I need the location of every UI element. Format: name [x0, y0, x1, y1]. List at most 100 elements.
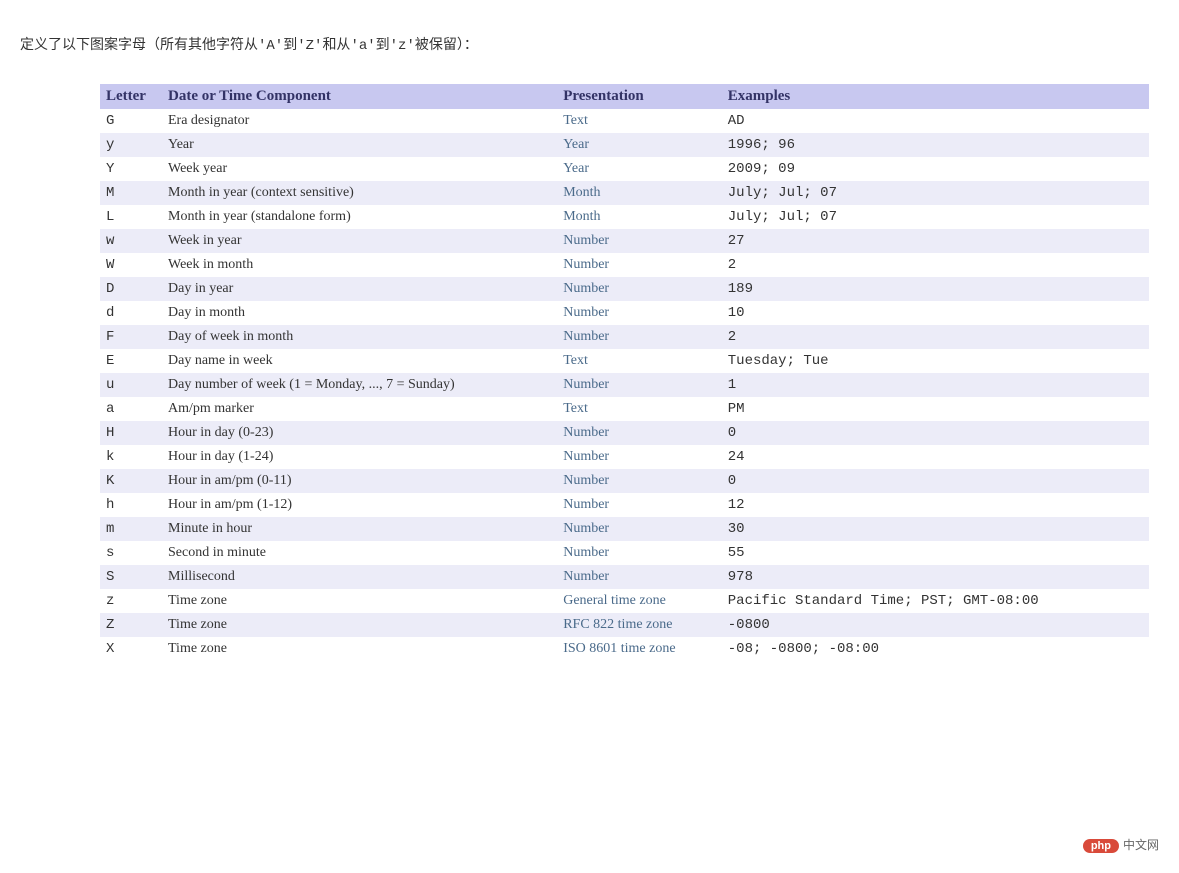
- presentation-link[interactable]: Text: [563, 353, 588, 368]
- cell-presentation: Number: [557, 517, 722, 541]
- cell-component: Day number of week (1 = Monday, ..., 7 =…: [162, 373, 557, 397]
- table-row: hHour in am/pm (1-12)Number12: [100, 493, 1149, 517]
- presentation-link[interactable]: Number: [563, 449, 609, 464]
- cell-component: Month in year (context sensitive): [162, 181, 557, 205]
- cell-presentation: Number: [557, 277, 722, 301]
- header-presentation: Presentation: [557, 84, 722, 109]
- table-row: sSecond in minuteNumber55: [100, 541, 1149, 565]
- table-row: kHour in day (1-24)Number24: [100, 445, 1149, 469]
- header-component: Date or Time Component: [162, 84, 557, 109]
- presentation-link[interactable]: Number: [563, 569, 609, 584]
- cell-component: Millisecond: [162, 565, 557, 589]
- cell-examples: 55: [722, 541, 1149, 565]
- cell-component: Hour in day (0-23): [162, 421, 557, 445]
- cell-letter: u: [100, 373, 162, 397]
- cell-presentation: Year: [557, 157, 722, 181]
- cell-examples: 24: [722, 445, 1149, 469]
- cell-presentation: Month: [557, 205, 722, 229]
- presentation-link[interactable]: Year: [563, 137, 589, 152]
- cell-examples: 0: [722, 469, 1149, 493]
- cell-presentation: Text: [557, 397, 722, 421]
- cell-presentation: Number: [557, 373, 722, 397]
- cell-letter: m: [100, 517, 162, 541]
- intro-mid3: 到: [376, 36, 390, 52]
- presentation-link[interactable]: Number: [563, 545, 609, 560]
- cell-letter: a: [100, 397, 162, 421]
- table-row: DDay in yearNumber189: [100, 277, 1149, 301]
- cell-examples: 12: [722, 493, 1149, 517]
- presentation-link[interactable]: Year: [563, 161, 589, 176]
- cell-component: Month in year (standalone form): [162, 205, 557, 229]
- presentation-link[interactable]: Month: [563, 185, 600, 200]
- cell-presentation: Number: [557, 565, 722, 589]
- cell-presentation: General time zone: [557, 589, 722, 613]
- cell-presentation: Number: [557, 301, 722, 325]
- cell-letter: h: [100, 493, 162, 517]
- intro-code-a1: 'A': [258, 38, 283, 54]
- cell-examples: 189: [722, 277, 1149, 301]
- cell-letter: E: [100, 349, 162, 373]
- presentation-link[interactable]: ISO 8601 time zone: [563, 641, 675, 656]
- presentation-link[interactable]: General time zone: [563, 593, 666, 608]
- table-row: aAm/pm markerTextPM: [100, 397, 1149, 421]
- cell-component: Day in year: [162, 277, 557, 301]
- presentation-link[interactable]: Number: [563, 473, 609, 488]
- cell-letter: M: [100, 181, 162, 205]
- presentation-link[interactable]: Text: [563, 401, 588, 416]
- table-row: XTime zoneISO 8601 time zone-08; -0800; …: [100, 637, 1149, 661]
- presentation-link[interactable]: Number: [563, 281, 609, 296]
- cell-examples: 0: [722, 421, 1149, 445]
- intro-mid2: 和从: [322, 36, 350, 52]
- cell-component: Year: [162, 133, 557, 157]
- presentation-link[interactable]: Text: [563, 113, 588, 128]
- table-row: zTime zoneGeneral time zonePacific Stand…: [100, 589, 1149, 613]
- cell-letter: y: [100, 133, 162, 157]
- header-examples: Examples: [722, 84, 1149, 109]
- presentation-link[interactable]: Number: [563, 521, 609, 536]
- intro-text: 定义了以下图案字母（所有其他字符从'A'到'Z'和从'a'到'z'被保留）：: [20, 34, 1159, 54]
- cell-letter: X: [100, 637, 162, 661]
- cell-letter: W: [100, 253, 162, 277]
- presentation-link[interactable]: Number: [563, 329, 609, 344]
- presentation-link[interactable]: Number: [563, 305, 609, 320]
- cell-examples: 978: [722, 565, 1149, 589]
- cell-presentation: Month: [557, 181, 722, 205]
- presentation-link[interactable]: Number: [563, 497, 609, 512]
- cell-examples: -0800: [722, 613, 1149, 637]
- cell-presentation: Number: [557, 445, 722, 469]
- cell-component: Time zone: [162, 613, 557, 637]
- cell-examples: 10: [722, 301, 1149, 325]
- cell-letter: w: [100, 229, 162, 253]
- cell-examples: 2009; 09: [722, 157, 1149, 181]
- cell-presentation: Text: [557, 349, 722, 373]
- presentation-link[interactable]: Number: [563, 425, 609, 440]
- watermark-text: 中文网: [1123, 838, 1159, 852]
- cell-examples: 30: [722, 517, 1149, 541]
- cell-examples: Pacific Standard Time; PST; GMT-08:00: [722, 589, 1149, 613]
- table-row: KHour in am/pm (0-11)Number0: [100, 469, 1149, 493]
- table-header-row: Letter Date or Time Component Presentati…: [100, 84, 1149, 109]
- cell-presentation: Text: [557, 109, 722, 133]
- presentation-link[interactable]: Number: [563, 257, 609, 272]
- cell-component: Week year: [162, 157, 557, 181]
- cell-letter: L: [100, 205, 162, 229]
- table-row: yYearYear1996; 96: [100, 133, 1149, 157]
- presentation-link[interactable]: Number: [563, 377, 609, 392]
- cell-letter: G: [100, 109, 162, 133]
- cell-component: Hour in am/pm (0-11): [162, 469, 557, 493]
- table-row: dDay in monthNumber10: [100, 301, 1149, 325]
- cell-letter: H: [100, 421, 162, 445]
- presentation-link[interactable]: RFC 822 time zone: [563, 617, 672, 632]
- table-row: EDay name in weekTextTuesday; Tue: [100, 349, 1149, 373]
- cell-examples: 2: [722, 325, 1149, 349]
- cell-component: Second in minute: [162, 541, 557, 565]
- presentation-link[interactable]: Month: [563, 209, 600, 224]
- cell-presentation: Number: [557, 469, 722, 493]
- cell-presentation: Number: [557, 493, 722, 517]
- cell-examples: 1: [722, 373, 1149, 397]
- presentation-link[interactable]: Number: [563, 233, 609, 248]
- cell-component: Am/pm marker: [162, 397, 557, 421]
- table-row: SMillisecondNumber978: [100, 565, 1149, 589]
- table-row: LMonth in year (standalone form)MonthJul…: [100, 205, 1149, 229]
- watermark: php中文网: [1083, 836, 1159, 853]
